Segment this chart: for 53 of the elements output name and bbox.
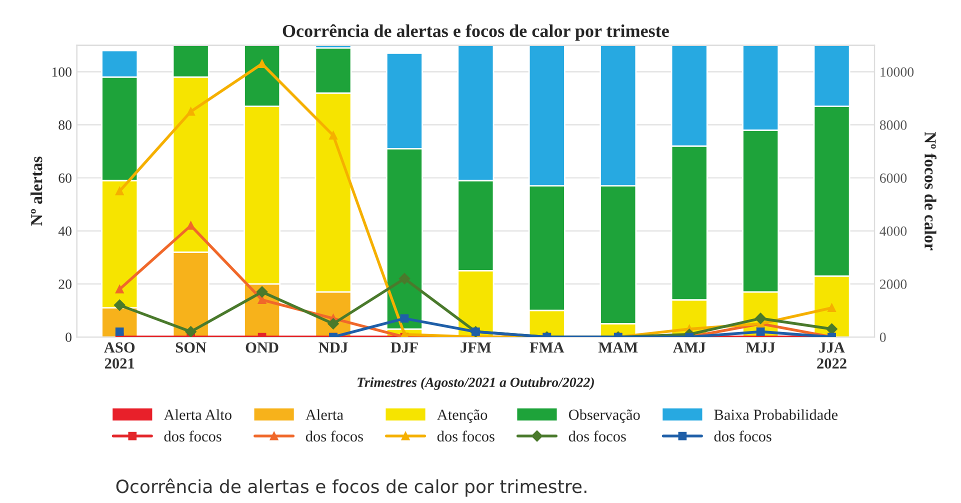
legend-label: dos focos	[437, 430, 494, 442]
x-tick-label: SON	[176, 342, 206, 353]
legend-label: dos focos	[306, 430, 363, 442]
point	[400, 314, 409, 323]
point	[398, 273, 410, 284]
legend-label: Alerta	[306, 409, 344, 420]
legend-label: dos focos	[164, 430, 222, 442]
point	[756, 328, 765, 336]
y2-tick-label: 4000	[880, 226, 907, 236]
point	[828, 304, 836, 312]
x-tick-label: JFM	[460, 342, 491, 353]
point	[258, 60, 266, 68]
x-tick-label: OND	[246, 342, 278, 353]
y2-tick-label: 2000	[880, 280, 907, 289]
legend-label: Observação	[568, 409, 640, 424]
legend-label: Atenção	[437, 410, 488, 424]
x-tick-label: JJA 2022	[817, 342, 846, 369]
point	[256, 286, 268, 298]
y2-tick-label: 0	[880, 332, 886, 342]
y2-tick-label: 10000	[880, 67, 914, 77]
x-tick-label: AMJ	[672, 342, 706, 353]
x-axis-title: Trimestres (Agosto/2021 a Outubro/2022)	[358, 377, 594, 390]
x-tick-label: ASO 2021	[104, 342, 135, 369]
legend-label: dos focos	[568, 430, 626, 442]
y-tick-label: 0	[66, 332, 72, 342]
point	[186, 221, 195, 230]
x-tick-label: NDJ	[318, 342, 348, 353]
point	[328, 318, 339, 330]
y-tick-label: 20	[58, 280, 72, 289]
legend-label: Alerta Alto	[164, 409, 232, 420]
y2-tick-label: 8000	[880, 120, 907, 130]
y2-tick-label: 6000	[880, 173, 907, 183]
y-tick-label: 60	[58, 173, 72, 183]
x-tick-label: MAM	[598, 342, 638, 352]
point	[114, 300, 126, 311]
x-tick-label: MJJ	[746, 342, 775, 353]
chart-title: Ocorrência de alertas e focos de calor por trimeste	[282, 24, 669, 41]
x-tick-label: FMA	[530, 342, 564, 352]
point	[329, 131, 338, 140]
text: Ocorrência de alertas e focos de calor por trimestre.	[116, 478, 586, 497]
point	[115, 186, 124, 196]
y-tick-label: 80	[58, 120, 72, 130]
legend-label: dos focos	[714, 430, 772, 442]
point	[186, 107, 195, 116]
y2-axis-title: Nº focos de calor	[924, 132, 936, 250]
y-axis-title: Nº alertas	[30, 156, 42, 226]
point	[115, 285, 124, 294]
point	[115, 328, 124, 336]
x-tick-label: DJF	[390, 342, 418, 353]
y-tick-label: 40	[58, 226, 72, 236]
legend-label: Baixa Probabilidade	[714, 409, 838, 420]
y-tick-label: 100	[52, 67, 72, 77]
point	[185, 326, 196, 338]
